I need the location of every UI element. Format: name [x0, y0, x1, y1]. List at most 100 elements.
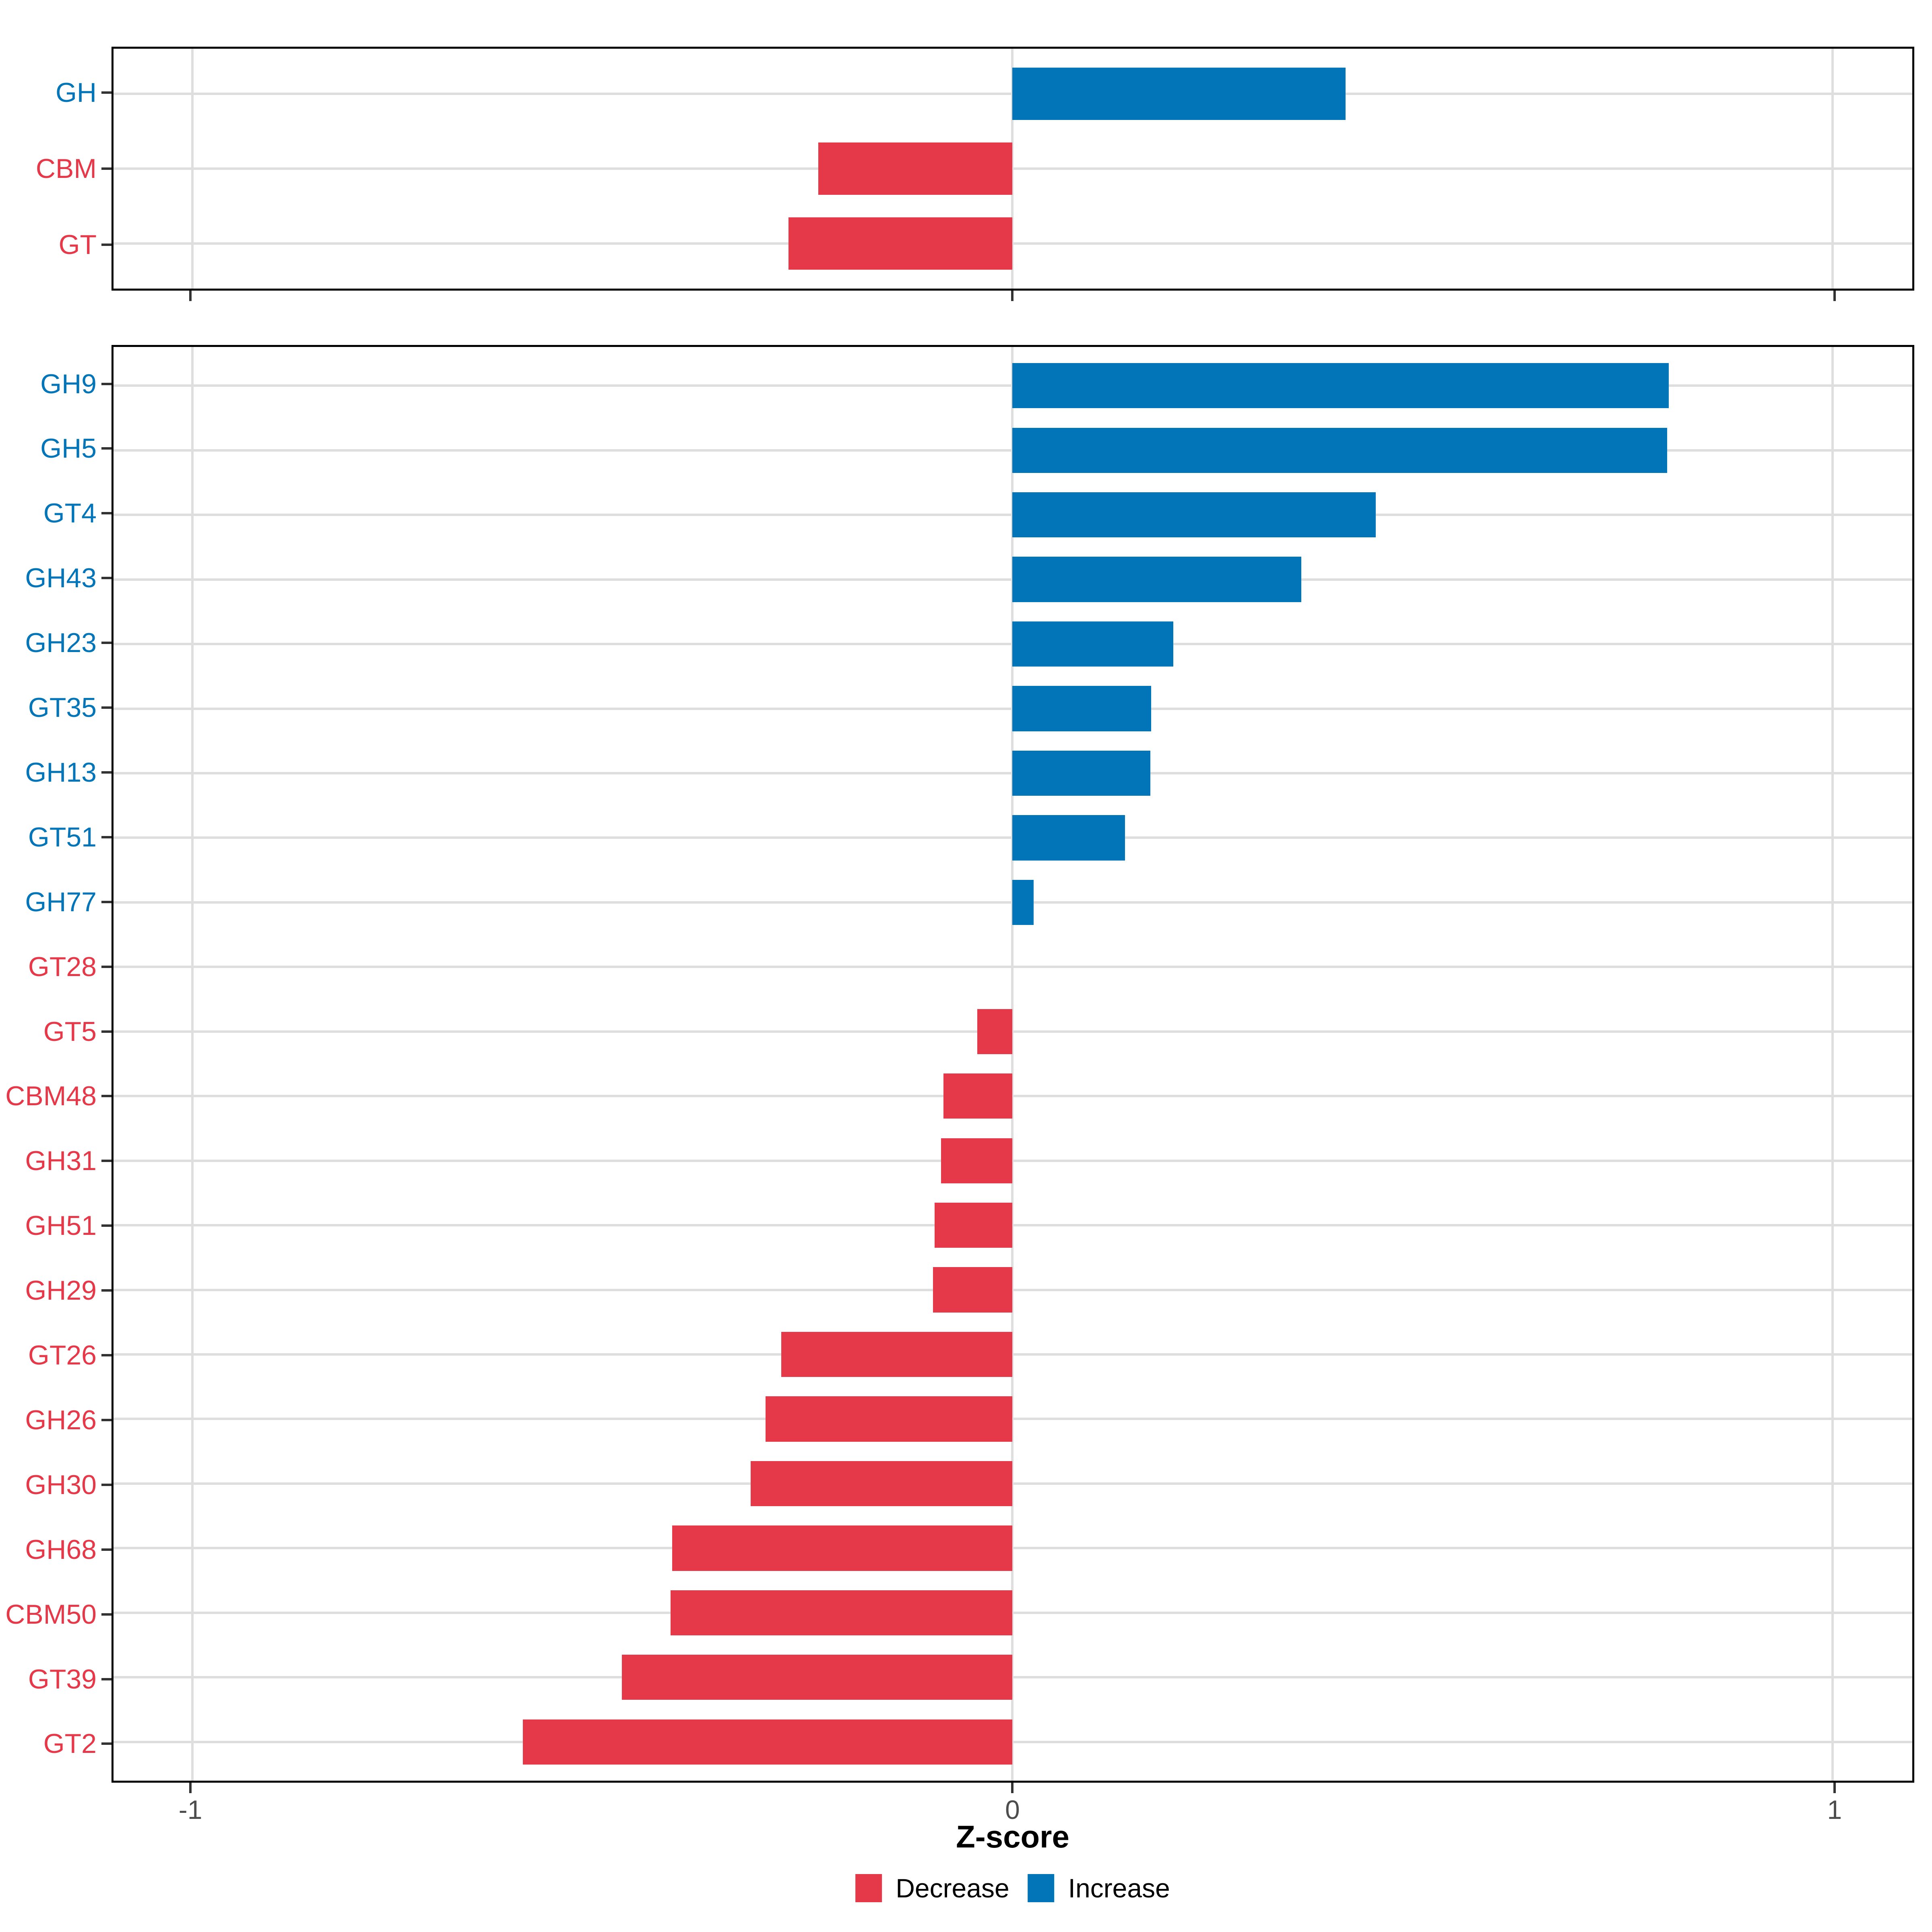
gridline-x--1: [191, 347, 194, 1781]
category-label-GT35: GT35: [28, 692, 97, 723]
x-axis-tick: [189, 1783, 192, 1793]
y-axis-tick: [101, 706, 111, 709]
category-label-GT5: GT5: [43, 1016, 97, 1047]
bar-GH30: [751, 1461, 1013, 1507]
bar-GH9: [1012, 363, 1669, 409]
bar-CBM: [818, 142, 1013, 195]
x-axis-tick: [1833, 291, 1836, 301]
cazy-class-panel: GH CBM GT: [0, 47, 1914, 301]
x-axis-tick: [1833, 1783, 1836, 1793]
x-tick-label: 0: [1005, 1795, 1020, 1825]
category-label-GT2: GT2: [43, 1728, 97, 1759]
category-label-GT51: GT51: [28, 822, 97, 852]
bar-GH23: [1012, 621, 1173, 667]
y-axis-tick: [101, 771, 111, 774]
legend: Decrease Increase: [855, 1874, 1170, 1902]
y-axis-tick: [101, 167, 111, 170]
cazy-class-plot-area: [111, 47, 1914, 291]
category-label-GH31: GH31: [25, 1146, 97, 1177]
bar-GT39: [622, 1655, 1013, 1700]
cazy-family-panel: GH9 GH5 GT4 GH43 GH23 GT35 GH13 GT51 GH77 GT28 GT5…: [0, 345, 1914, 1823]
bar-CBM50: [670, 1590, 1013, 1635]
y-axis-tick: [101, 382, 111, 385]
y-axis-tick: [101, 1548, 111, 1551]
bar-GT26: [781, 1331, 1013, 1377]
x-axis-title: Z-score: [956, 1819, 1069, 1854]
category-label-GT28: GT28: [28, 951, 97, 982]
y-axis-tick: [101, 1095, 111, 1098]
gridline-row-CBM50: [114, 1611, 1912, 1614]
bar-GT: [788, 217, 1013, 270]
gridline-x-1: [1831, 347, 1834, 1781]
gridline-row-CBM48: [114, 1095, 1912, 1098]
y-axis-tick: [101, 1418, 111, 1421]
category-label-GH13: GH13: [25, 757, 97, 788]
x-tick-label: -1: [178, 1795, 202, 1825]
y-axis-tick: [101, 965, 111, 968]
cazy-family-plot-area: [111, 345, 1914, 1783]
x-axis-tick: [1011, 291, 1014, 301]
gridline-row-CBM: [114, 167, 1912, 170]
bar-GH51: [934, 1202, 1013, 1248]
y-axis-tick: [101, 91, 111, 94]
bar-GT2: [522, 1719, 1013, 1765]
y-axis-tick: [101, 1289, 111, 1292]
gridline-row-GH68: [114, 1547, 1912, 1550]
bar-GH13: [1012, 750, 1150, 796]
category-label-GT26: GT26: [28, 1340, 97, 1371]
y-axis-tick: [101, 577, 111, 580]
gridline-x-0: [1011, 347, 1014, 1781]
category-label-GH68: GH68: [25, 1534, 97, 1565]
gridline-row-GH31: [114, 1159, 1912, 1162]
category-label-CBM50: CBM50: [5, 1599, 97, 1630]
y-axis-tick: [101, 900, 111, 903]
bar-GT35: [1012, 686, 1151, 731]
gridline-row-GH29: [114, 1288, 1912, 1291]
legend-label-increase: Increase: [1068, 1873, 1170, 1903]
category-label-GH9: GH9: [40, 368, 97, 399]
x-tick-label: 1: [1827, 1795, 1842, 1825]
gridline-row-GT26: [114, 1353, 1912, 1356]
cazy-family-y-axis-labels: GH9 GH5 GT4 GH43 GH23 GT35 GH13 GT51 GH77 GT28 GT5…: [0, 345, 97, 1783]
bar-GT5: [977, 1009, 1013, 1054]
bar-GH31: [941, 1138, 1013, 1183]
category-label-GH43: GH43: [25, 563, 97, 594]
category-label-GT: GT: [58, 229, 97, 260]
y-axis-tick: [101, 1678, 111, 1680]
category-label-GT39: GT39: [28, 1664, 97, 1695]
gridline-row-GH30: [114, 1482, 1912, 1485]
category-label-GH: GH: [56, 77, 97, 108]
legend-label-decrease: Decrease: [896, 1873, 1009, 1903]
bar-GH68: [672, 1525, 1013, 1571]
bar-GH: [1012, 67, 1346, 120]
cazy-class-y-axis-labels: GH CBM GT: [0, 47, 97, 291]
gridline-row-GH26: [114, 1418, 1912, 1420]
y-axis-tick: [101, 1354, 111, 1357]
category-label-GH26: GH26: [25, 1404, 97, 1435]
bar-GT51: [1012, 815, 1125, 861]
y-axis-tick: [101, 1224, 111, 1227]
gridline-row-GT39: [114, 1676, 1912, 1679]
y-axis-tick: [101, 642, 111, 644]
legend-item-increase: Increase: [1028, 1874, 1170, 1902]
bar-GH77: [1012, 879, 1034, 925]
bar-GH43: [1012, 557, 1301, 602]
y-axis-tick: [101, 512, 111, 515]
gridline-row-GH51: [114, 1224, 1912, 1227]
y-axis-tick: [101, 447, 111, 450]
legend-item-decrease: Decrease: [855, 1874, 1009, 1902]
y-axis-tick: [101, 244, 111, 246]
category-label-GH30: GH30: [25, 1469, 97, 1500]
category-label-CBM48: CBM48: [5, 1081, 97, 1112]
bar-GH26: [766, 1396, 1013, 1442]
gridline-row-GT5: [114, 1030, 1912, 1033]
y-axis-tick: [101, 1483, 111, 1486]
bar-GH29: [933, 1267, 1013, 1313]
legend-key-decrease: [855, 1874, 882, 1902]
legend-key-increase: [1028, 1874, 1055, 1902]
y-axis-tick: [101, 1160, 111, 1162]
y-axis-tick: [101, 836, 111, 838]
category-label-GH77: GH77: [25, 886, 97, 917]
category-label-GH29: GH29: [25, 1275, 97, 1306]
